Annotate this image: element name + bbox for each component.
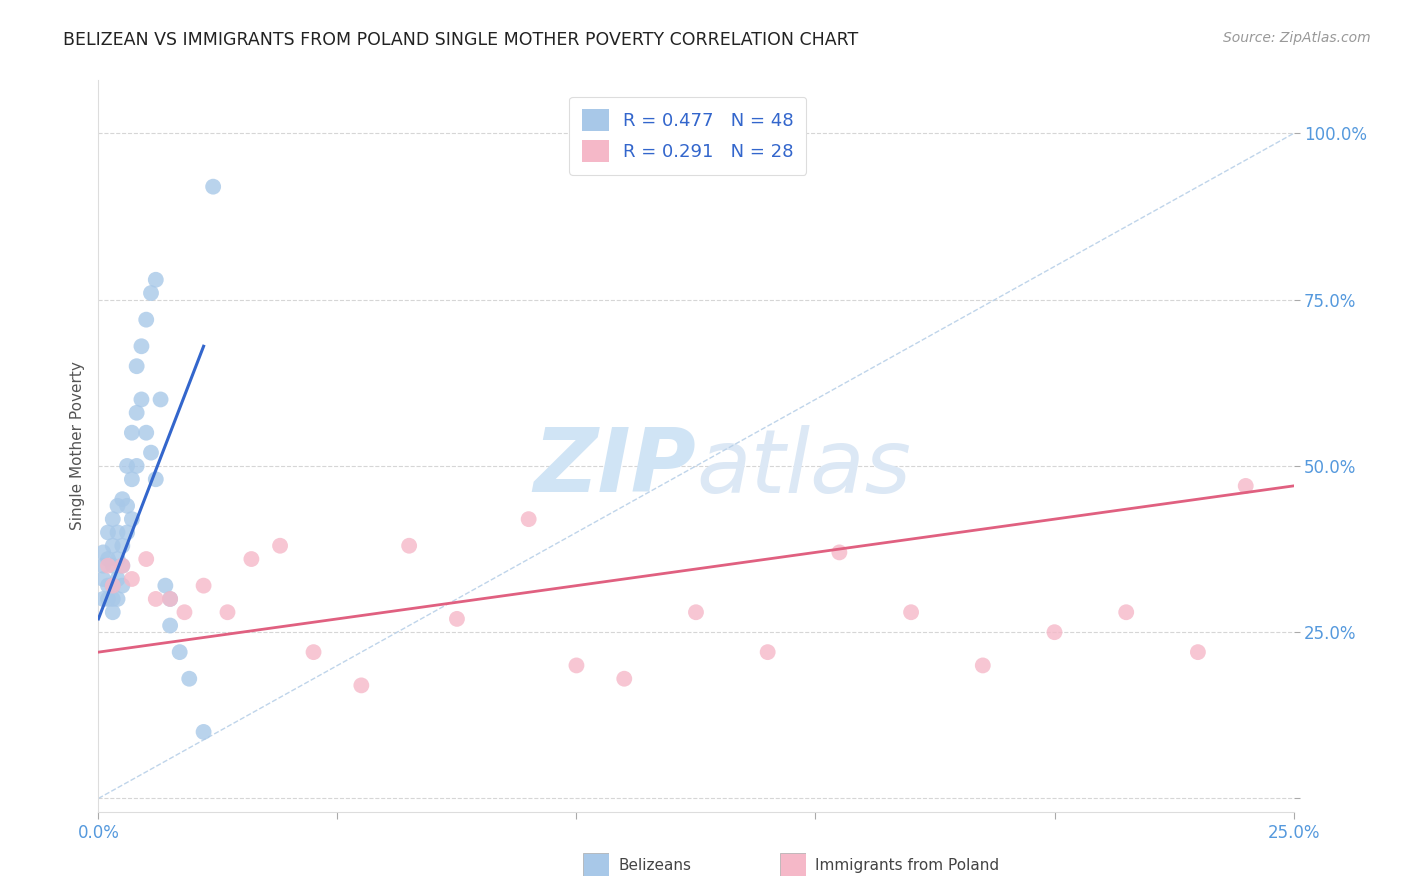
Point: [121, 472, 143, 486]
Point: [121, 512, 143, 526]
Point: [97, 552, 120, 566]
Point: [101, 579, 124, 593]
Point: [107, 552, 129, 566]
Point: [101, 605, 124, 619]
Point: [107, 525, 129, 540]
Point: [1115, 605, 1137, 619]
Point: [155, 579, 177, 593]
Point: [202, 179, 225, 194]
Point: [97, 591, 120, 606]
Point: [350, 678, 373, 692]
Point: [159, 591, 181, 606]
Point: [139, 445, 162, 459]
Point: [125, 359, 148, 374]
Point: [111, 539, 134, 553]
Point: [240, 552, 263, 566]
Point: [115, 499, 138, 513]
Text: ZIP: ZIP: [533, 425, 696, 511]
Point: [107, 499, 129, 513]
Point: [159, 618, 181, 632]
Point: [446, 612, 468, 626]
Point: [101, 579, 124, 593]
Point: [1234, 479, 1257, 493]
Text: atlas: atlas: [696, 425, 911, 511]
Point: [101, 558, 124, 573]
Point: [149, 392, 172, 407]
Point: [145, 591, 167, 606]
Point: [101, 512, 124, 526]
Point: [302, 645, 325, 659]
Point: [111, 558, 134, 573]
Point: [145, 273, 167, 287]
Point: [115, 458, 138, 473]
Point: [131, 339, 153, 353]
Point: [135, 425, 157, 440]
Point: [145, 472, 167, 486]
Point: [173, 605, 195, 619]
Point: [217, 605, 239, 619]
Point: [91, 591, 114, 606]
Point: [179, 672, 201, 686]
Point: [111, 558, 134, 573]
Text: Belizeans: Belizeans: [619, 858, 692, 872]
Point: [900, 605, 922, 619]
Point: [685, 605, 707, 619]
Text: Immigrants from Poland: Immigrants from Poland: [815, 858, 1000, 872]
Point: [125, 406, 148, 420]
Point: [193, 725, 215, 739]
Point: [131, 392, 153, 407]
Point: [107, 572, 129, 586]
Point: [111, 492, 134, 507]
Point: [101, 539, 124, 553]
Point: [91, 558, 114, 573]
Point: [97, 558, 120, 573]
Text: BELIZEAN VS IMMIGRANTS FROM POLAND SINGLE MOTHER POVERTY CORRELATION CHART: BELIZEAN VS IMMIGRANTS FROM POLAND SINGL…: [63, 31, 859, 49]
Point: [159, 591, 181, 606]
Legend: R = 0.477   N = 48, R = 0.291   N = 28: R = 0.477 N = 48, R = 0.291 N = 28: [569, 96, 807, 175]
Point: [269, 539, 291, 553]
Point: [169, 645, 191, 659]
Text: Source: ZipAtlas.com: Source: ZipAtlas.com: [1223, 31, 1371, 45]
Point: [91, 545, 114, 559]
Point: [135, 312, 157, 326]
Point: [972, 658, 994, 673]
Point: [125, 458, 148, 473]
Point: [135, 552, 157, 566]
Y-axis label: Single Mother Poverty: Single Mother Poverty: [69, 361, 84, 531]
Point: [115, 525, 138, 540]
Point: [613, 672, 636, 686]
Point: [1187, 645, 1209, 659]
Point: [517, 512, 540, 526]
Point: [139, 286, 162, 301]
Point: [193, 579, 215, 593]
Point: [756, 645, 779, 659]
Point: [121, 572, 143, 586]
Point: [398, 539, 420, 553]
Point: [111, 579, 134, 593]
Point: [1043, 625, 1066, 640]
Point: [107, 591, 129, 606]
Point: [565, 658, 588, 673]
Point: [97, 525, 120, 540]
Point: [101, 591, 124, 606]
Point: [121, 425, 143, 440]
Point: [91, 572, 114, 586]
Point: [828, 545, 851, 559]
Point: [97, 579, 120, 593]
